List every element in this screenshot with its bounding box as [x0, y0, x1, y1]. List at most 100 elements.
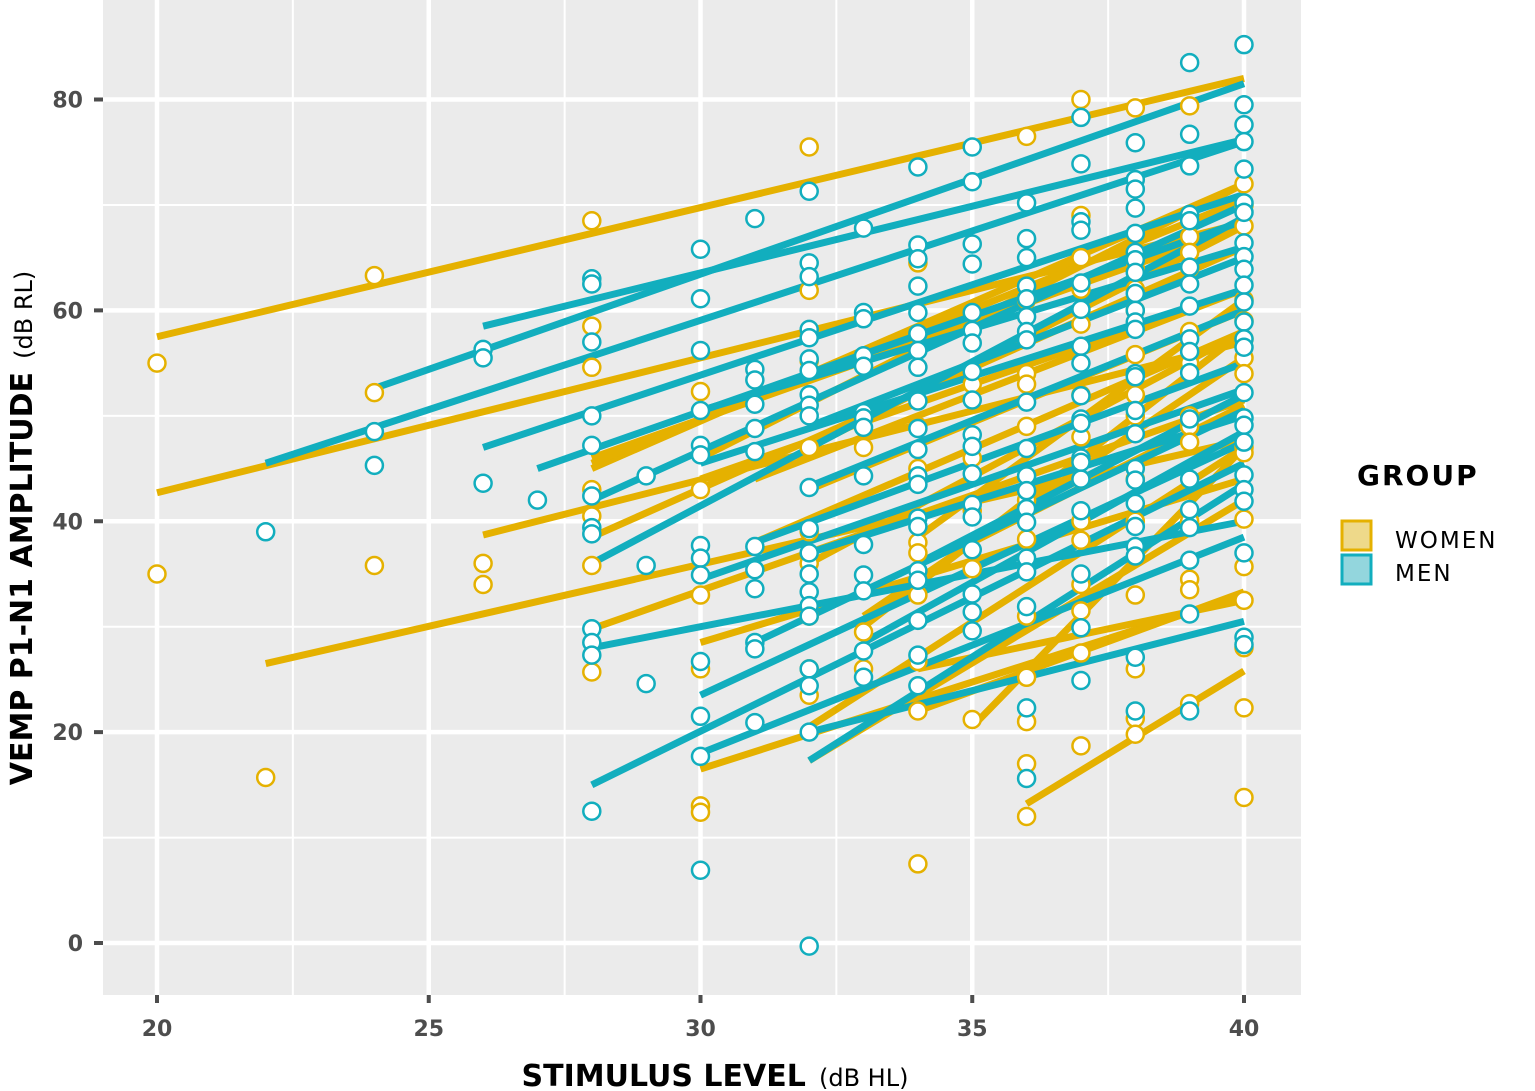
- data-point-men: [1071, 386, 1091, 406]
- data-point-men: [962, 137, 982, 157]
- data-point-women: [255, 767, 276, 788]
- data-point-men: [1179, 409, 1200, 429]
- data-point-women: [1016, 667, 1037, 688]
- data-point-men: [1016, 698, 1037, 718]
- data-point-men: [1125, 223, 1146, 244]
- data-point-women: [908, 701, 928, 721]
- data-point-men: [745, 578, 765, 599]
- data-point-men: [690, 445, 711, 465]
- data-point-men: [1125, 132, 1146, 153]
- data-point-men: [1071, 617, 1091, 638]
- data-point-men: [1179, 341, 1200, 362]
- data-point-men: [1125, 493, 1146, 514]
- data-point-men: [1125, 701, 1146, 721]
- data-point-men: [690, 860, 711, 880]
- data-point-men: [1179, 517, 1200, 538]
- data-point-men: [582, 645, 602, 665]
- data-point-men: [1234, 415, 1254, 436]
- data-point-men: [1125, 262, 1146, 283]
- data-point-women: [364, 555, 385, 576]
- trend-line-women: [156, 75, 1245, 341]
- data-point-women: [364, 382, 385, 403]
- data-point-men: [1016, 392, 1037, 412]
- y-tick-label: 0: [68, 932, 83, 957]
- data-point-men: [1179, 296, 1200, 316]
- data-point-men: [799, 564, 819, 584]
- data-point-men: [799, 659, 819, 679]
- data-point-men: [690, 565, 711, 585]
- data-point-men: [853, 641, 874, 661]
- data-point-men: [908, 610, 928, 631]
- data-point-men: [582, 801, 602, 821]
- data-point-men: [853, 565, 874, 585]
- data-point-men: [745, 208, 765, 229]
- x-tick-label: 35: [957, 1017, 988, 1042]
- data-point-men: [1179, 550, 1200, 571]
- data-point-women: [1071, 736, 1091, 756]
- data-point-men: [1179, 156, 1200, 176]
- data-point-men: [1016, 330, 1037, 350]
- data-point-men: [690, 239, 711, 259]
- data-point-men: [1234, 34, 1254, 55]
- data-point-men: [1125, 647, 1146, 668]
- data-point-women: [799, 137, 819, 157]
- data-point-men: [1125, 283, 1146, 304]
- data-point-men: [1234, 275, 1254, 295]
- data-point-women: [1125, 344, 1146, 365]
- legend: GROUP WOMEN MEN: [1340, 459, 1497, 587]
- data-point-men: [1071, 154, 1091, 174]
- data-point-women: [1125, 585, 1146, 605]
- data-point-men: [1016, 228, 1037, 249]
- data-point-men: [690, 340, 711, 361]
- data-point-men: [799, 675, 819, 696]
- data-point-women: [1125, 98, 1146, 118]
- data-point-women: [1071, 530, 1091, 550]
- trend-line-men: [699, 386, 1246, 583]
- x-tick-label: 40: [1229, 1017, 1260, 1042]
- data-point-women: [1179, 226, 1200, 247]
- data-point-men: [1071, 452, 1091, 472]
- data-point-men: [962, 254, 982, 274]
- data-point-men: [799, 477, 819, 498]
- data-point-men: [799, 181, 819, 201]
- data-point-men: [527, 490, 548, 510]
- y-tick-label: 40: [52, 510, 83, 535]
- legend-label-men: MEN: [1395, 561, 1453, 587]
- data-point-women: [908, 854, 928, 874]
- data-point-men: [582, 435, 602, 456]
- data-point-women: [690, 479, 711, 500]
- data-point-men: [962, 507, 982, 527]
- data-point-men: [908, 391, 928, 411]
- data-point-women: [1125, 384, 1146, 405]
- x-tick-label: 30: [685, 1017, 716, 1042]
- data-point-men: [1071, 299, 1091, 320]
- data-point-men: [853, 466, 874, 486]
- data-point-men: [582, 524, 602, 544]
- data-point-men: [1071, 413, 1091, 433]
- y-tick-label: 20: [52, 721, 83, 746]
- data-point-men: [1179, 257, 1200, 277]
- data-point-men: [1071, 500, 1091, 521]
- data-point-men: [853, 218, 874, 238]
- data-point-men: [1234, 312, 1254, 332]
- data-point-men: [1179, 211, 1200, 231]
- data-point-men: [799, 518, 819, 539]
- data-point-men: [636, 673, 656, 694]
- data-point-men: [908, 248, 928, 269]
- data-point-women: [1234, 509, 1254, 529]
- trend-line-men: [373, 80, 1246, 392]
- data-point-women: [582, 211, 602, 231]
- data-point-men: [962, 302, 982, 323]
- legend-label-women: WOMEN: [1395, 528, 1497, 554]
- x-axis: 20 25 30 35 40: [142, 995, 1260, 1042]
- data-point-men: [799, 606, 819, 626]
- data-point-men: [255, 522, 276, 542]
- trend-line-men: [861, 428, 1246, 646]
- y-tick-label: 60: [52, 299, 83, 324]
- data-point-men: [582, 406, 602, 426]
- data-point-men: [1071, 564, 1091, 584]
- data-point-men: [1016, 193, 1037, 213]
- trend-line-men: [753, 407, 1246, 646]
- data-point-men: [636, 555, 656, 576]
- data-point-women: [1016, 126, 1037, 147]
